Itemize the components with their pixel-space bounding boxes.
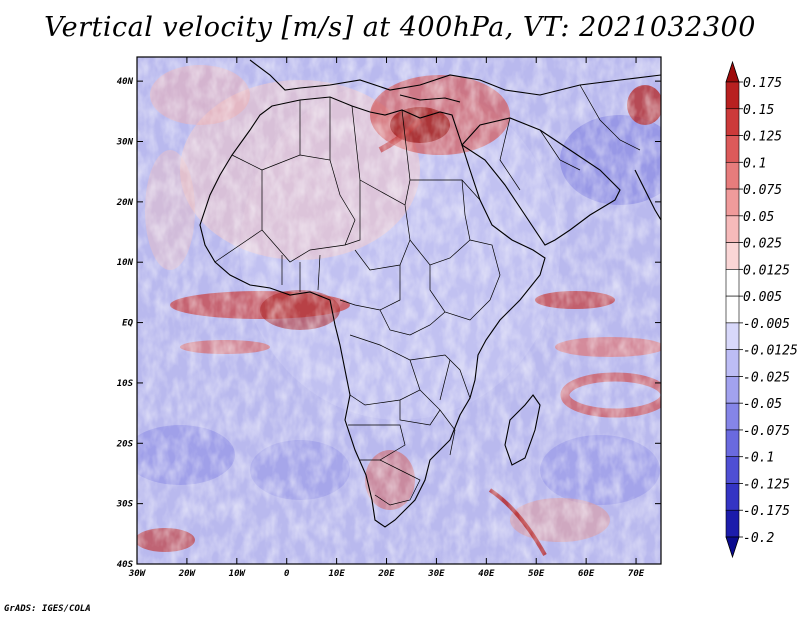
colorbar-label: -0.1 — [743, 451, 774, 466]
colorbar-swatch — [725, 349, 740, 377]
latitude-axis: 40N 30N 20N 10N EQ 10S 20S 30S 40S — [116, 77, 661, 570]
colorbar-label: -0.175 — [743, 504, 790, 519]
colorbar-label: -0.125 — [743, 477, 790, 492]
colorbar-label: 0.15 — [743, 103, 774, 118]
country-borders — [214, 84, 641, 506]
africa-coastline — [199, 96, 546, 528]
colorbar-swatch — [725, 161, 740, 190]
colorbar-swatch — [725, 509, 740, 538]
lat-label: 20N — [116, 198, 134, 208]
lon-label: 50E — [528, 569, 545, 579]
colorbar-swatch — [725, 269, 740, 297]
colorbar-label: -0.005 — [743, 317, 790, 332]
india-coastline — [634, 169, 661, 221]
colorbar-label: 0.025 — [743, 237, 782, 252]
map-frame — [136, 56, 662, 565]
longitude-axis: 30W 20W 10W 0 10E 20E 30E 40E 50E 60E 70E — [128, 57, 645, 579]
colorbar-swatch — [725, 188, 740, 217]
colorbar-label: -0.05 — [743, 397, 782, 412]
lon-label: 10W — [229, 569, 247, 579]
plot-title: Vertical velocity [m/s] at 400hPa, VT: 2… — [44, 12, 756, 43]
lon-label: 60E — [578, 569, 595, 579]
colorbar-swatch — [725, 215, 740, 243]
colorbar-swatch — [725, 295, 740, 324]
colorbar-label: 0.005 — [743, 290, 782, 305]
velocity-field — [137, 57, 661, 564]
colorbar-swatch — [725, 483, 740, 511]
colorbar-label: -0.025 — [743, 370, 790, 385]
lat-label: 20S — [116, 439, 134, 449]
lon-label: 40E — [478, 569, 495, 579]
lon-label: 20W — [178, 569, 197, 579]
lat-label: 10S — [117, 379, 134, 389]
lat-label: EQ — [122, 319, 133, 329]
lon-label: 30W — [128, 569, 147, 579]
lat-label: 30S — [116, 500, 134, 510]
madagascar-coastline — [504, 394, 541, 466]
colorbar-label: 0.175 — [743, 76, 782, 91]
colorbar-label: 0.075 — [743, 183, 782, 198]
arabia-coastline — [461, 117, 621, 246]
colorbar-swatch — [725, 402, 740, 431]
colorbar-label: 0.125 — [743, 130, 782, 145]
colorbar-swatch — [725, 242, 740, 270]
lat-label: 40S — [117, 560, 134, 570]
colorbar-swatch — [725, 108, 740, 136]
europe-coastline — [249, 59, 661, 96]
colorbar-swatch — [725, 376, 740, 404]
lon-label: 30E — [427, 569, 445, 579]
lon-label: 20E — [377, 569, 395, 579]
colorbar-swatch — [725, 81, 740, 110]
lon-label: 70E — [628, 569, 645, 579]
colorbar-label: 0.0125 — [743, 263, 790, 278]
colorbar-min-arrow — [725, 536, 740, 559]
lat-label: 10N — [117, 258, 134, 268]
colorbar: 0.175 0.15 0.125 0.1 0.075 0.05 0.025 0.0125 0.0… — [725, 60, 798, 559]
colorbar-label: -0.0125 — [743, 344, 798, 359]
lon-label: 10E — [328, 569, 345, 579]
colorbar-label: -0.2 — [743, 531, 774, 546]
lat-label: 30N — [116, 138, 134, 148]
lon-label: 0 — [284, 569, 290, 579]
colorbar-label: 0.1 — [743, 156, 766, 171]
lat-label: 40N — [117, 77, 134, 87]
colorbar-swatch — [725, 429, 740, 458]
colorbar-label: -0.075 — [743, 424, 790, 439]
grads-credit: GrADS: IGES/COLA — [4, 604, 91, 614]
colorbar-swatch — [725, 135, 740, 163]
colorbar-swatch — [725, 456, 740, 484]
colorbar-max-arrow — [725, 60, 740, 83]
colorbar-swatch — [725, 322, 740, 350]
colorbar-label: 0.05 — [743, 210, 774, 225]
coastlines — [199, 59, 661, 528]
